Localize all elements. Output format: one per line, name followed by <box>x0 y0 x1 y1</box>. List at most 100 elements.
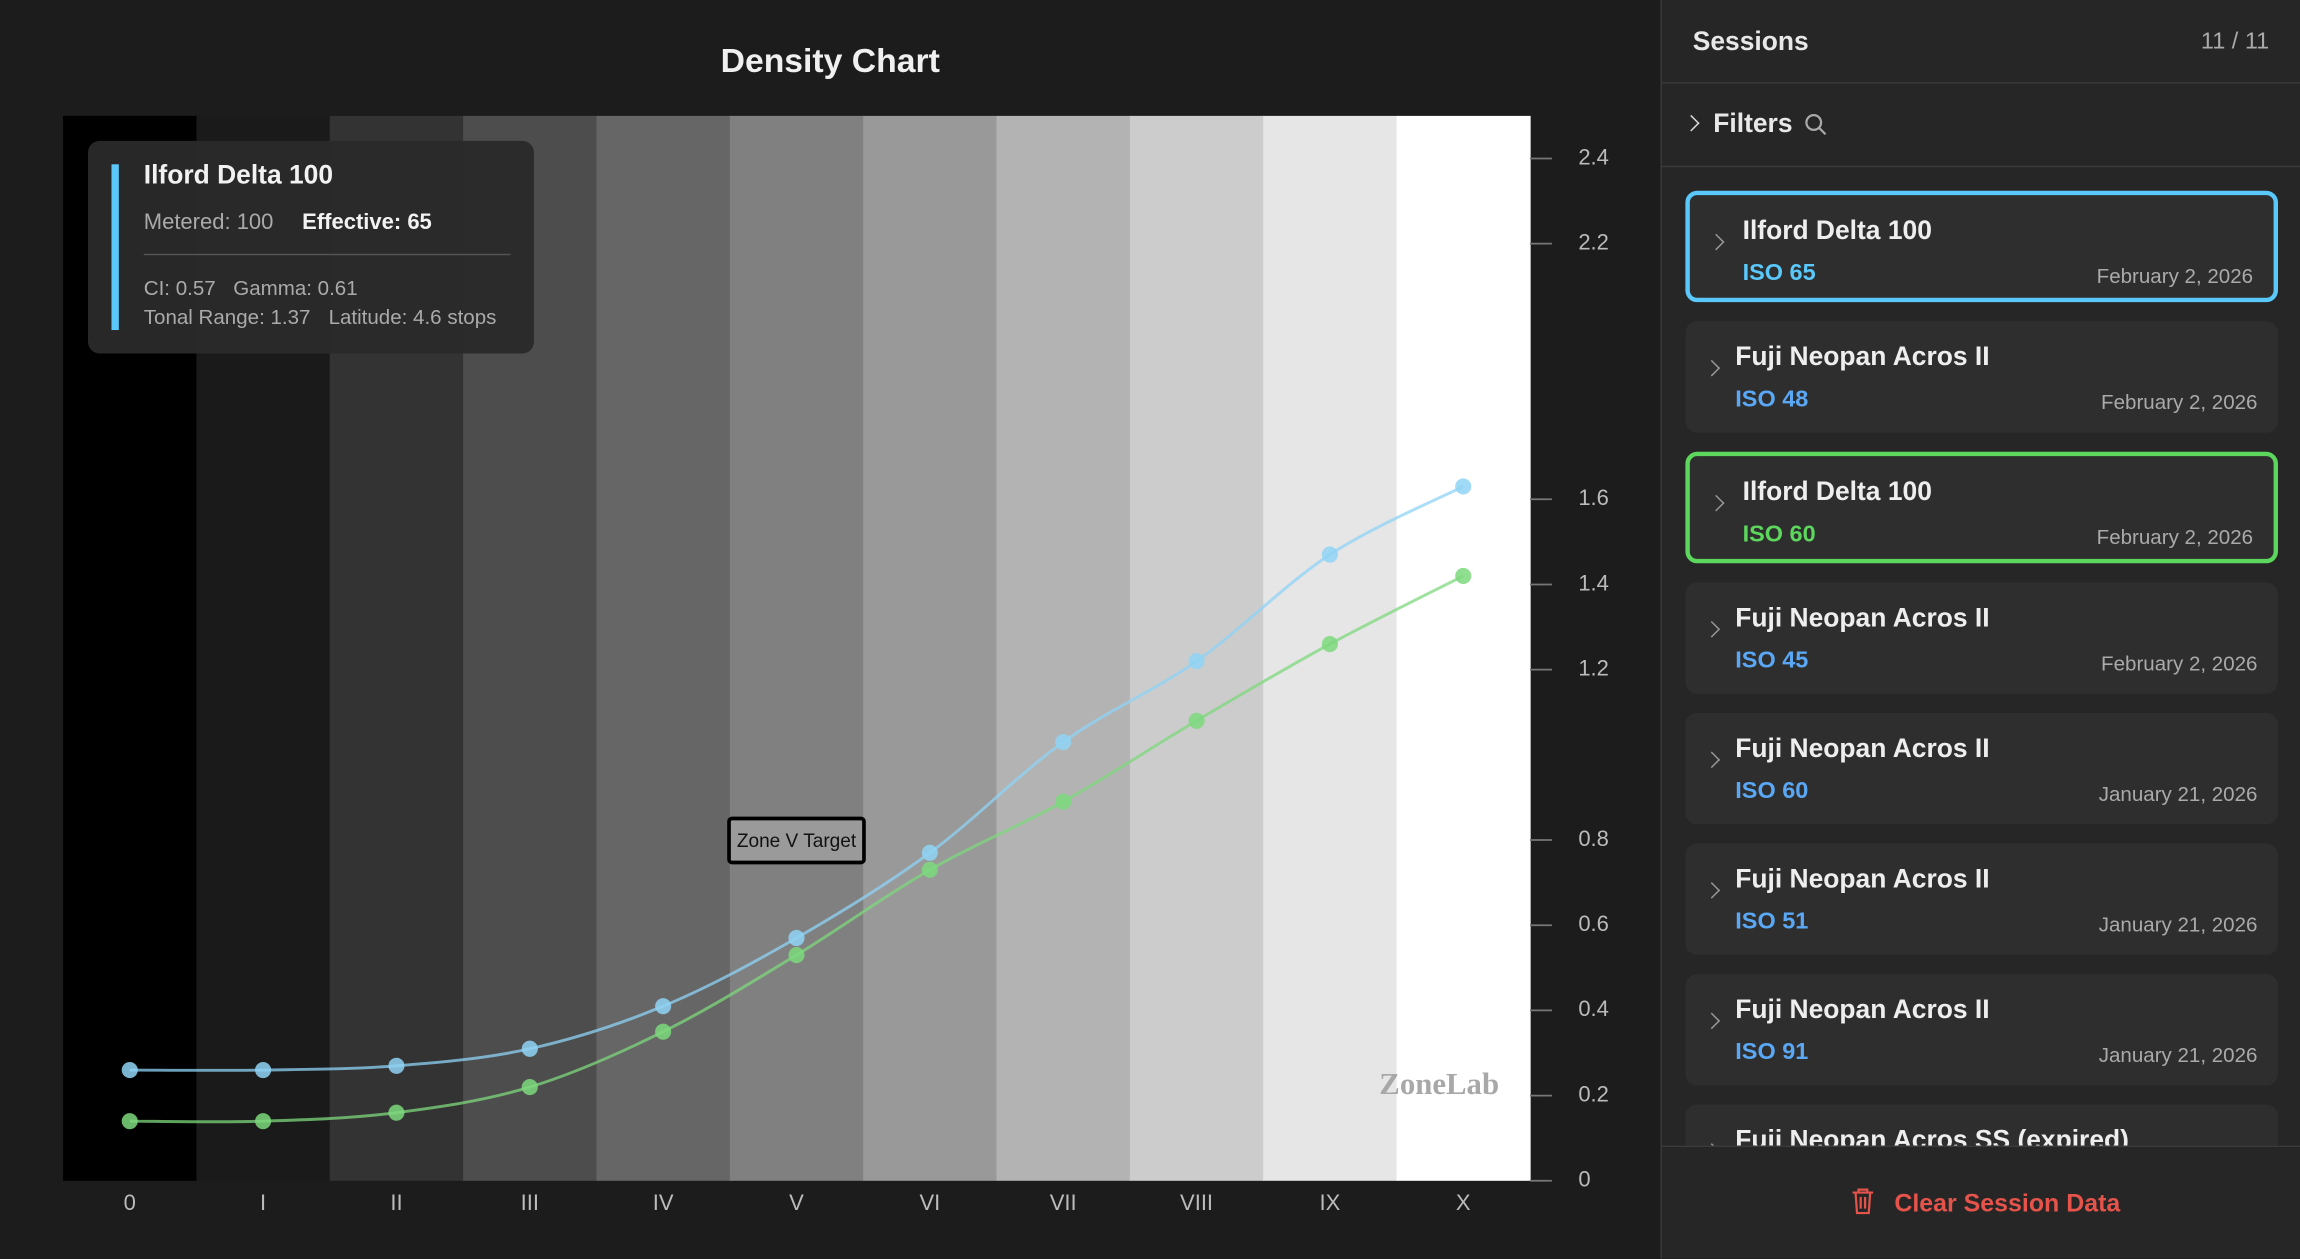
x-tick-label: 0 <box>124 1190 136 1215</box>
tooltip-latitude: Latitude: 4.6 stops <box>328 305 497 329</box>
chevron <box>1703 882 1721 899</box>
y-tick-label: 0.8 <box>1578 826 1609 851</box>
session-count: 11 / 11 <box>2200 29 2270 55</box>
session-card[interactable]: Fuji Neopan Acros II ISO 60 January 21, 20… <box>1685 712 2278 825</box>
session-card[interactable]: Ilford Delta 100 ISO 60 February 2, 2026 <box>1685 451 2278 564</box>
tooltip-ci: CI: 0.57 <box>143 275 216 300</box>
zone-band <box>863 115 998 1181</box>
session-name: Ilford Delta 100 <box>1742 476 1932 507</box>
session-name: Fuji Neopan Acros II <box>1735 994 1990 1024</box>
data-point <box>388 1104 405 1121</box>
x-tick-label: IV <box>653 1190 674 1215</box>
session-iso: ISO 60 <box>1735 778 1809 804</box>
data-point <box>1321 546 1338 563</box>
x-tick-label: V <box>789 1190 804 1215</box>
session-date: January 21, 2026 <box>2098 912 2258 936</box>
x-tick-label: III <box>521 1190 539 1215</box>
chevron <box>1703 620 1721 638</box>
data-point <box>921 844 938 861</box>
filters-toggle[interactable]: Filters <box>1661 84 2300 168</box>
x-tick-label: VI <box>919 1190 940 1215</box>
session-name: Fuji Neopan Acros II <box>1735 863 1990 894</box>
chevron <box>1707 233 1725 251</box>
y-tick-label: 2.2 <box>1578 229 1609 254</box>
zone-band <box>1129 115 1264 1181</box>
session-name: Ilford Delta 100 <box>1742 215 1932 245</box>
zone-band <box>996 115 1131 1181</box>
session-iso: ISO 60 <box>1742 522 1816 548</box>
session-date: January 21, 2026 <box>2098 781 2258 806</box>
tooltip-effective: Effective: 65 <box>302 209 432 235</box>
data-point <box>255 1061 272 1079</box>
filters-label: Filters <box>1713 108 1793 138</box>
chevron <box>1682 114 1700 132</box>
chart-title: Density Chart <box>721 42 940 80</box>
session-iso: ISO 65 <box>1742 261 1816 287</box>
data-point <box>1455 478 1472 495</box>
session-iso: ISO 48 <box>1735 387 1809 413</box>
data-point <box>121 1061 138 1079</box>
tooltip-accent <box>111 164 119 331</box>
zone-band <box>729 115 864 1181</box>
data-point <box>1055 733 1072 751</box>
series-line <box>129 485 1464 1072</box>
session-date: February 2, 2026 <box>2101 390 2258 414</box>
chevron <box>1707 494 1725 512</box>
x-tick-label: I <box>260 1190 266 1215</box>
session-name: Fuji Neopan Acros II <box>1735 733 1990 763</box>
session-card[interactable]: Fuji Neopan Acros II ISO 91 January 21, 20… <box>1685 973 2278 1086</box>
data-point <box>521 1079 538 1096</box>
search-icon <box>1805 114 1827 135</box>
data-point <box>921 861 938 878</box>
zone-band <box>596 115 731 1181</box>
session-iso: ISO 45 <box>1735 648 1809 674</box>
session-date: February 2, 2026 <box>2096 264 2254 288</box>
data-point <box>1055 793 1072 810</box>
sidebar-title: Sessions <box>1692 26 1809 56</box>
tooltip-divider <box>143 253 511 256</box>
y-tick-label: 2.4 <box>1578 144 1609 169</box>
watermark: ZoneLab <box>1379 1067 1499 1101</box>
session-date: February 2, 2026 <box>2096 525 2254 549</box>
annotation-box <box>727 816 866 865</box>
data-point <box>255 1113 272 1130</box>
sidebar: Sessions 11 / 11 Filters Ilford Delta 10… <box>1660 0 2300 1259</box>
data-point <box>1188 653 1205 670</box>
y-tick-label: 0.2 <box>1578 1081 1609 1106</box>
clear-button[interactable]: Clear Session Data <box>1850 1187 2120 1219</box>
session-date: January 21, 2026 <box>2098 1042 2258 1067</box>
session-iso: ISO 51 <box>1735 909 1809 935</box>
y-tick-label: 0.4 <box>1578 996 1609 1021</box>
x-tick-label: VII <box>1050 1190 1077 1215</box>
x-tick-label: IX <box>1319 1190 1340 1215</box>
data-point <box>655 1023 672 1040</box>
data-point <box>1455 567 1472 584</box>
session-card[interactable]: Fuji Neopan Acros II ISO 48 February 2, 20… <box>1685 321 2278 433</box>
data-point <box>521 1040 538 1057</box>
tooltip-title: Ilford Delta 100 <box>143 159 334 190</box>
data-point <box>121 1113 138 1130</box>
annotation: Zone V Target <box>737 831 857 852</box>
session-name: Fuji Neopan Acros II <box>1735 602 1990 633</box>
y-tick-label: 1.4 <box>1578 570 1609 595</box>
session-card[interactable]: Fuji Neopan Acros II ISO 51 January 21, 20… <box>1685 843 2278 955</box>
session-iso: ISO 91 <box>1735 1039 1809 1065</box>
data-point <box>788 946 805 964</box>
trash-icon <box>1852 1188 1874 1215</box>
x-tick-label: VIII <box>1180 1190 1213 1215</box>
x-tick-label: II <box>390 1190 402 1215</box>
session-name: Fuji Neopan Acros II <box>1735 341 1990 372</box>
tooltip-metered: Metered: 100 <box>143 209 274 235</box>
y-tick-label: 0 <box>1578 1167 1590 1192</box>
session-card[interactable]: Fuji Neopan Acros II ISO 45 February 2, 20… <box>1685 582 2278 694</box>
session-date: February 2, 2026 <box>2101 651 2258 675</box>
y-tick-label: 1.2 <box>1578 655 1609 680</box>
zone-band <box>1396 115 1531 1181</box>
data-point <box>1188 712 1205 729</box>
data-point <box>788 929 805 947</box>
chevron <box>1703 1012 1721 1030</box>
session-card[interactable]: Ilford Delta 100 ISO 65 February 2, 2026 <box>1685 190 2278 303</box>
tooltip-tonal-range: Tonal Range: 1.37 <box>143 305 311 329</box>
data-point <box>388 1057 405 1074</box>
